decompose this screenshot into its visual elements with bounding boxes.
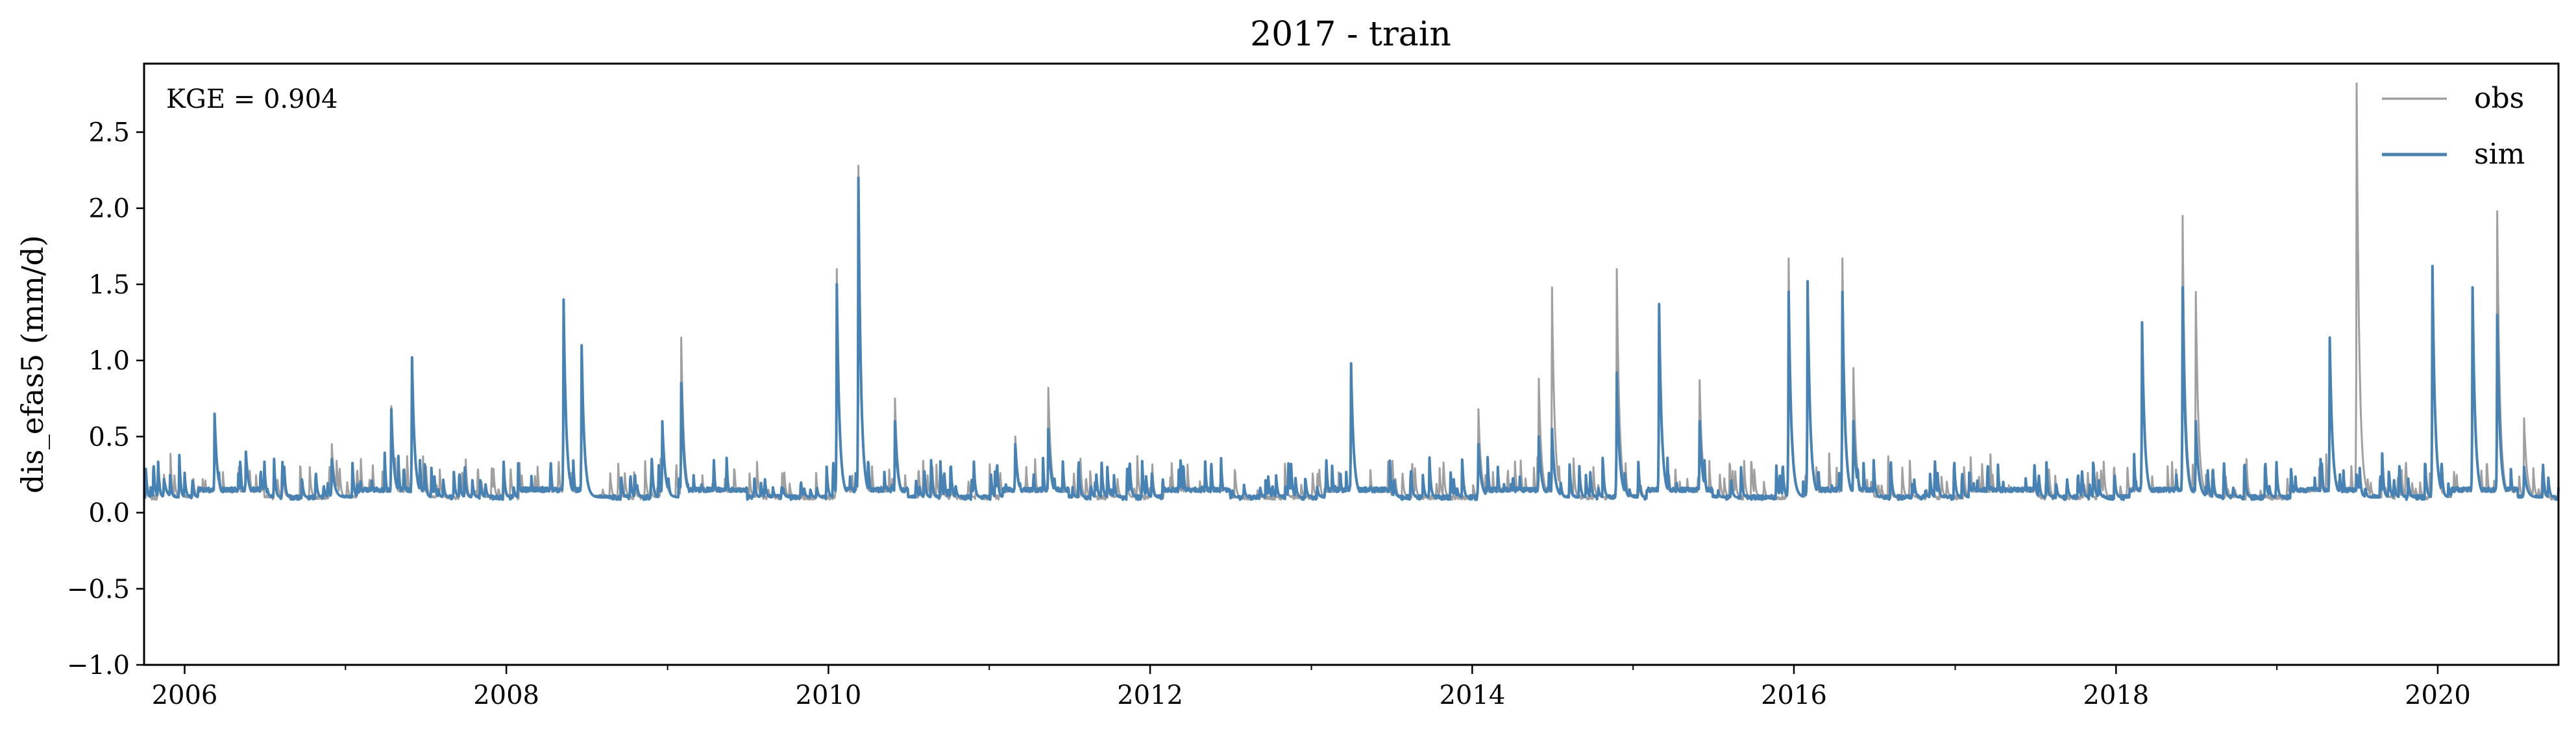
plot-frame [143, 62, 2560, 666]
x-tick-label: 2012 [1117, 680, 1183, 710]
x-axis: 2006 2008 2010 2012 2014 2016 2018 2020 [152, 665, 2471, 710]
y-tick-label: −1.0 [67, 651, 130, 680]
y-tick-label: 0.0 [88, 499, 130, 529]
y-tick-label: −0.5 [67, 575, 130, 604]
y-tick-label: 2.5 [88, 118, 130, 147]
y-tick-label: 1.5 [88, 270, 130, 300]
legend-label-obs: obs [2474, 82, 2524, 115]
y-axis-title: dis_efas5 (mm/d) [15, 235, 50, 493]
y-tick-label: 2.0 [88, 194, 130, 224]
chart-title: 2017 - train [1250, 15, 1451, 54]
x-tick-label: 2016 [1761, 680, 1827, 710]
y-axis: −1.0 −0.5 0.0 0.5 1.0 1.5 2.0 2.5 [67, 118, 144, 680]
x-tick-label: 2018 [2083, 680, 2149, 710]
legend: obs sim [2382, 82, 2525, 171]
x-tick-label: 2006 [152, 680, 218, 710]
legend-label-sim: sim [2474, 138, 2525, 171]
series-layer [143, 82, 2560, 501]
y-tick-label: 1.0 [88, 346, 130, 376]
x-tick-label: 2010 [796, 680, 862, 710]
kge-annotation: KGE = 0.904 [166, 84, 338, 114]
x-tick-label: 2014 [1439, 680, 1505, 710]
y-tick-label: 0.5 [88, 422, 130, 452]
x-tick-label: 2020 [2405, 680, 2471, 710]
series-line-sim [143, 176, 2560, 501]
x-tick-label: 2008 [473, 680, 539, 710]
